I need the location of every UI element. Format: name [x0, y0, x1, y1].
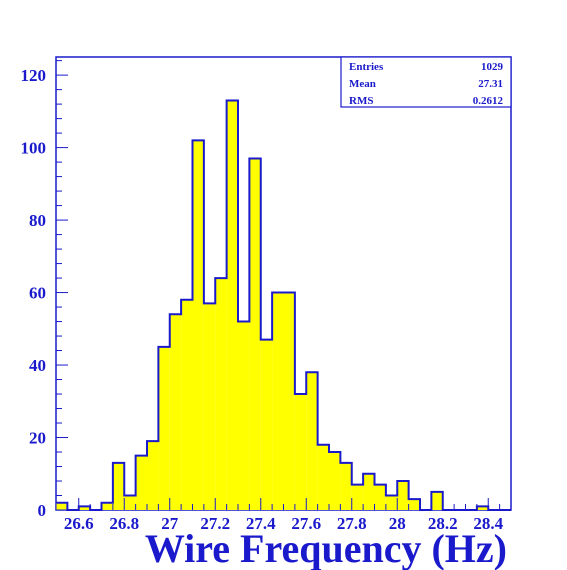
- stats-label: Entries: [349, 61, 384, 73]
- histogram-bar: [317, 444, 329, 510]
- histogram-bar: [158, 346, 170, 510]
- stats-value: 1029: [481, 61, 504, 73]
- stats-label: Mean: [349, 78, 376, 90]
- x-tick-label: 28.2: [428, 514, 458, 533]
- histogram-bar: [260, 339, 273, 510]
- histogram-bar: [78, 506, 91, 510]
- histogram-bar: [147, 441, 159, 510]
- x-tick-label: 26.8: [109, 514, 139, 533]
- x-tick-label: 27: [161, 514, 179, 533]
- y-tick-label: 120: [21, 66, 47, 85]
- x-tick-label: 27.8: [337, 514, 367, 533]
- histogram-bar: [408, 499, 420, 510]
- histogram-bar: [112, 462, 125, 510]
- x-tick-label: 27.6: [291, 514, 321, 533]
- x-tick-label: 26.6: [64, 514, 94, 533]
- histogram-bar: [329, 452, 341, 510]
- histogram-bar: [192, 140, 204, 511]
- y-tick-label: 100: [21, 139, 47, 158]
- histogram-bar: [124, 495, 136, 510]
- histogram-bar: [272, 292, 284, 510]
- y-tick-label: 20: [29, 429, 46, 448]
- histogram-bar: [294, 394, 307, 510]
- histogram-bar: [135, 455, 147, 510]
- histogram-bars: [56, 100, 489, 511]
- histogram-bar: [374, 484, 386, 510]
- x-tick-label: 27.4: [246, 514, 276, 533]
- x-tick-label: 28.4: [473, 514, 503, 533]
- y-tick-label: 80: [29, 211, 46, 230]
- y-tick-label: 40: [29, 356, 46, 375]
- stats-value: 0.2612: [473, 95, 504, 107]
- histogram-bar: [306, 372, 318, 510]
- histogram-bar: [56, 502, 68, 510]
- stats-box-frame: [340, 56, 512, 108]
- y-tick-label: 0: [38, 501, 47, 520]
- stats-label: RMS: [349, 95, 373, 107]
- y-axis-ticks: 0 20 40 60 80 100 120: [21, 60, 68, 520]
- histogram-bar: [385, 495, 398, 510]
- histogram-bar: [101, 502, 113, 510]
- x-tick-label: 28: [389, 514, 406, 533]
- y-tick-label: 60: [29, 284, 46, 303]
- x-tick-label: 27.2: [200, 514, 230, 533]
- histogram-bar: [283, 292, 295, 510]
- histogram-bar: [397, 481, 409, 510]
- histogram-bar: [226, 100, 238, 510]
- histogram-bar: [181, 299, 193, 510]
- histogram-bar: [351, 484, 364, 510]
- histogram-bar: [431, 491, 443, 510]
- histogram-bar: [476, 506, 489, 510]
- histogram-bar: [363, 473, 375, 510]
- histogram-bar: [238, 321, 250, 510]
- histogram-bar: [249, 158, 261, 511]
- histogram-bar: [340, 462, 352, 510]
- x-axis-label: Wire Frequency (Hz): [145, 526, 507, 570]
- histogram-bar: [169, 314, 182, 510]
- histogram-bar: [215, 278, 227, 510]
- stats-box: Entries 1029 Mean 27.31 RMS 0.2612: [340, 56, 512, 108]
- x-axis-ticks: 26.6 26.8 27 27.2 27.4 27.6 27.8 28 28.2 28.4: [55, 498, 512, 533]
- histogram-bar: [203, 303, 216, 510]
- stats-value: 27.31: [478, 78, 503, 90]
